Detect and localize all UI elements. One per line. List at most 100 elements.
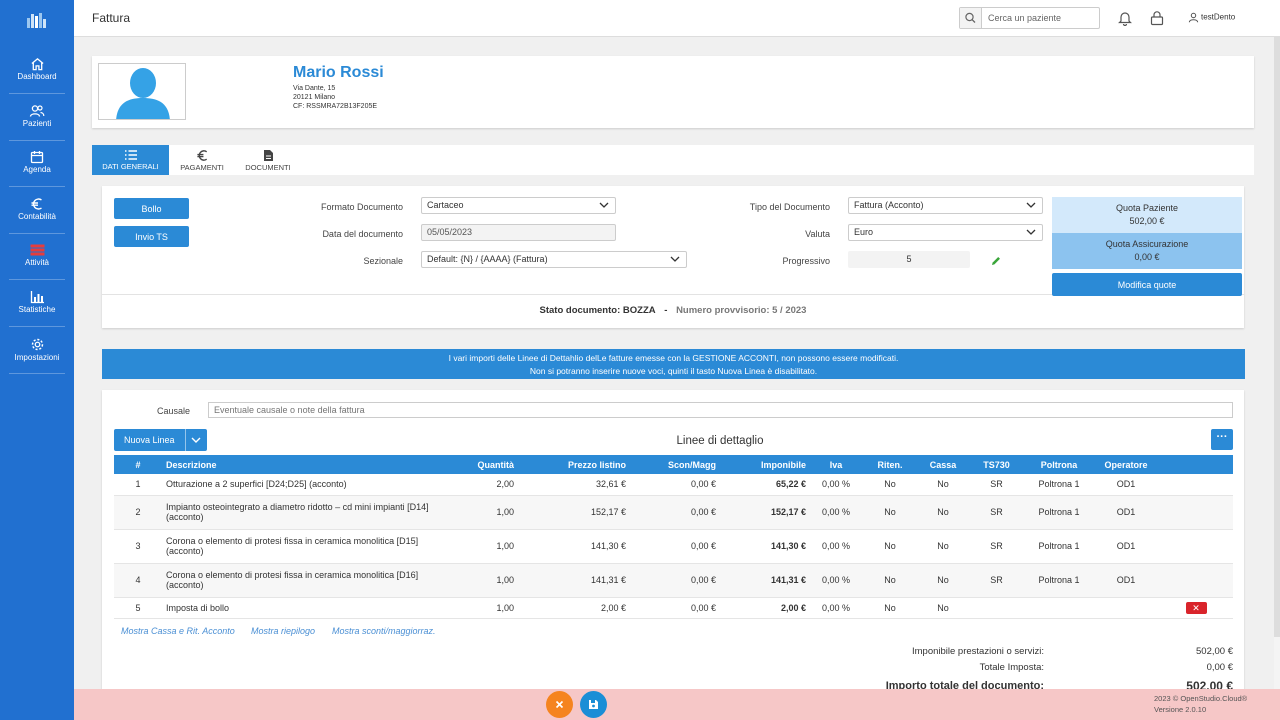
- bar-chart-icon: [30, 291, 44, 304]
- acconti-alert: I vari importi delle Linee di Dettahlio …: [102, 349, 1245, 379]
- col-header[interactable]: Riten.: [862, 455, 918, 474]
- alert-line-2: Non si potranno inserire nuove voci, qui…: [529, 366, 818, 376]
- home-icon: [30, 58, 44, 71]
- col-header[interactable]: Descrizione: [162, 455, 458, 474]
- detail-lines-table: # Descrizione Quantità Prezzo listino Sc…: [114, 455, 1233, 619]
- pencil-icon[interactable]: [990, 255, 1002, 267]
- invio-ts-button[interactable]: Invio TS: [114, 226, 189, 247]
- page-title: Fattura: [92, 11, 131, 25]
- close-icon: [555, 700, 564, 709]
- bell-icon[interactable]: [1117, 10, 1133, 26]
- gear-icon: [31, 338, 43, 351]
- nuova-linea-button[interactable]: Nuova Linea: [114, 429, 207, 451]
- quota-assicurazione-label: Quota Assicurazione: [1105, 239, 1189, 249]
- chevron-down-icon: [191, 437, 201, 443]
- sidebar-item-label: Dashboard: [17, 72, 57, 81]
- causale-input[interactable]: [208, 402, 1233, 418]
- topbar: Fattura testDento: [74, 0, 1280, 37]
- formato-select[interactable]: Cartaceo: [421, 197, 616, 214]
- document-tabs: DATI GENERALI PAGAMENTI DOCUMENTI: [92, 145, 1254, 175]
- col-header[interactable]: Cassa: [918, 455, 968, 474]
- sidebar-item-impostazioni[interactable]: Impostazioni: [9, 328, 65, 374]
- status-separator: -: [664, 305, 668, 316]
- tab-dati-generali[interactable]: DATI GENERALI: [92, 145, 169, 175]
- progressivo-field[interactable]: 5: [848, 251, 970, 268]
- file-icon: [263, 150, 273, 161]
- col-header[interactable]: Poltrona: [1025, 455, 1093, 474]
- divider: [102, 294, 1244, 295]
- save-button[interactable]: [580, 691, 607, 718]
- table-row[interactable]: 5 Imposta di bollo 1,00 2,00 € 0,00 € 2,…: [114, 597, 1233, 619]
- col-header[interactable]: Imponibile: [720, 455, 810, 474]
- link-mostra-cassa[interactable]: Mostra Cassa e Rit. Acconto: [121, 626, 235, 636]
- sidebar-item-statistiche[interactable]: Statistiche: [9, 281, 65, 327]
- chevron-down-icon: [1026, 229, 1036, 235]
- patient-name: Mario Rossi: [293, 64, 384, 81]
- sidebar-item-contabilita[interactable]: Contabilità: [9, 188, 65, 234]
- sidebar-item-agenda[interactable]: Agenda: [9, 141, 65, 187]
- sidebar-item-label: Impostazioni: [14, 353, 60, 362]
- euro-icon: [31, 198, 42, 210]
- more-options-button[interactable]: ···: [1211, 429, 1233, 450]
- sidebar: Dashboard Pazienti Agenda Contabilità At…: [0, 0, 74, 720]
- sezionale-select[interactable]: Default: {N} / {AAAA} (Fattura): [421, 251, 687, 268]
- table-row[interactable]: 4 Corona o elemento di protesi fissa in …: [114, 563, 1233, 598]
- quota-paziente-value: 502,00 €: [1129, 216, 1165, 226]
- col-header[interactable]: Operatore: [1093, 455, 1159, 474]
- sidebar-item-label: Agenda: [23, 165, 51, 174]
- col-header[interactable]: Iva: [810, 455, 862, 474]
- bollo-button[interactable]: Bollo: [114, 198, 189, 219]
- search-icon[interactable]: [960, 8, 982, 28]
- search-input[interactable]: [988, 11, 1096, 25]
- imposta-label: Totale Imposta:: [979, 662, 1044, 673]
- imponibile-value: 502,00 €: [1196, 646, 1233, 657]
- user-menu[interactable]: testDento: [1188, 12, 1235, 23]
- patient-card: [92, 56, 1254, 128]
- sidebar-item-attivita[interactable]: Attività: [9, 234, 65, 280]
- formato-label: Formato Documento: [320, 202, 403, 212]
- data-documento-field[interactable]: 05/05/2023: [421, 224, 616, 241]
- details-title: Linee di dettaglio: [676, 435, 764, 447]
- scrollbar-thumb[interactable]: [1274, 37, 1280, 637]
- tipo-documento-label: Tipo del Documento: [749, 202, 830, 212]
- cancel-button[interactable]: [546, 691, 573, 718]
- sidebar-item-dashboard[interactable]: Dashboard: [9, 48, 65, 94]
- sezionale-label: Sezionale: [363, 256, 403, 266]
- search-box: [959, 7, 1100, 29]
- col-header[interactable]: #: [114, 455, 162, 474]
- link-mostra-riepilogo[interactable]: Mostra riepilogo: [251, 626, 316, 636]
- table-header-row: # Descrizione Quantità Prezzo listino Sc…: [114, 455, 1233, 474]
- sidebar-item-label: Attività: [24, 258, 49, 267]
- sidebar-item-pazienti[interactable]: Pazienti: [9, 95, 65, 141]
- lock-icon[interactable]: [1149, 10, 1165, 26]
- col-header[interactable]: TS730: [968, 455, 1025, 474]
- data-documento-label: Data del documento: [322, 229, 403, 239]
- stato-documento: Stato documento: BOZZA: [539, 305, 656, 316]
- app-logo-icon[interactable]: [25, 10, 47, 30]
- chevron-down-icon: [670, 256, 680, 262]
- user-icon: [1188, 12, 1199, 23]
- causale-label: Causale: [156, 406, 190, 416]
- col-header[interactable]: Scon/Magg: [630, 455, 720, 474]
- sidebar-item-label: Statistiche: [18, 305, 56, 314]
- tab-documenti[interactable]: DOCUMENTI: [238, 145, 298, 175]
- tab-pagamenti[interactable]: PAGAMENTI: [172, 145, 232, 175]
- table-row[interactable]: 3 Corona o elemento di protesi fissa in …: [114, 529, 1233, 564]
- tipo-documento-select[interactable]: Fattura (Acconto): [848, 197, 1043, 214]
- footer-copyright: 2023 © OpenStudio.Cloud® Versione 2.0.10: [1154, 694, 1248, 714]
- chevron-down-icon: [599, 202, 609, 208]
- valuta-select[interactable]: Euro: [848, 224, 1043, 241]
- link-mostra-sconti[interactable]: Mostra sconti/maggiorraz.: [332, 626, 436, 636]
- list-icon: [30, 244, 44, 256]
- quota-assicurazione-value: 0,00 €: [1134, 252, 1160, 262]
- quota-paziente-label: Quota Paziente: [1115, 203, 1179, 213]
- quota-assicurazione-box: Quota Assicurazione 0,00 €: [1052, 233, 1242, 269]
- table-row[interactable]: 1 Otturazione a 2 superfici [D24;D25] (a…: [114, 474, 1233, 496]
- document-status: Stato documento: BOZZA - Numero provviso…: [102, 305, 1244, 316]
- imponibile-label: Imponibile prestazioni o servizi:: [911, 646, 1044, 657]
- col-header[interactable]: Prezzo listino: [518, 455, 630, 474]
- table-row[interactable]: 2 Impianto osteointegrato a diametro rid…: [114, 495, 1233, 530]
- modifica-quote-button[interactable]: Modifica quote: [1052, 273, 1242, 296]
- col-header[interactable]: Quantità: [458, 455, 518, 474]
- delete-row-button[interactable]: ✕: [1185, 601, 1207, 614]
